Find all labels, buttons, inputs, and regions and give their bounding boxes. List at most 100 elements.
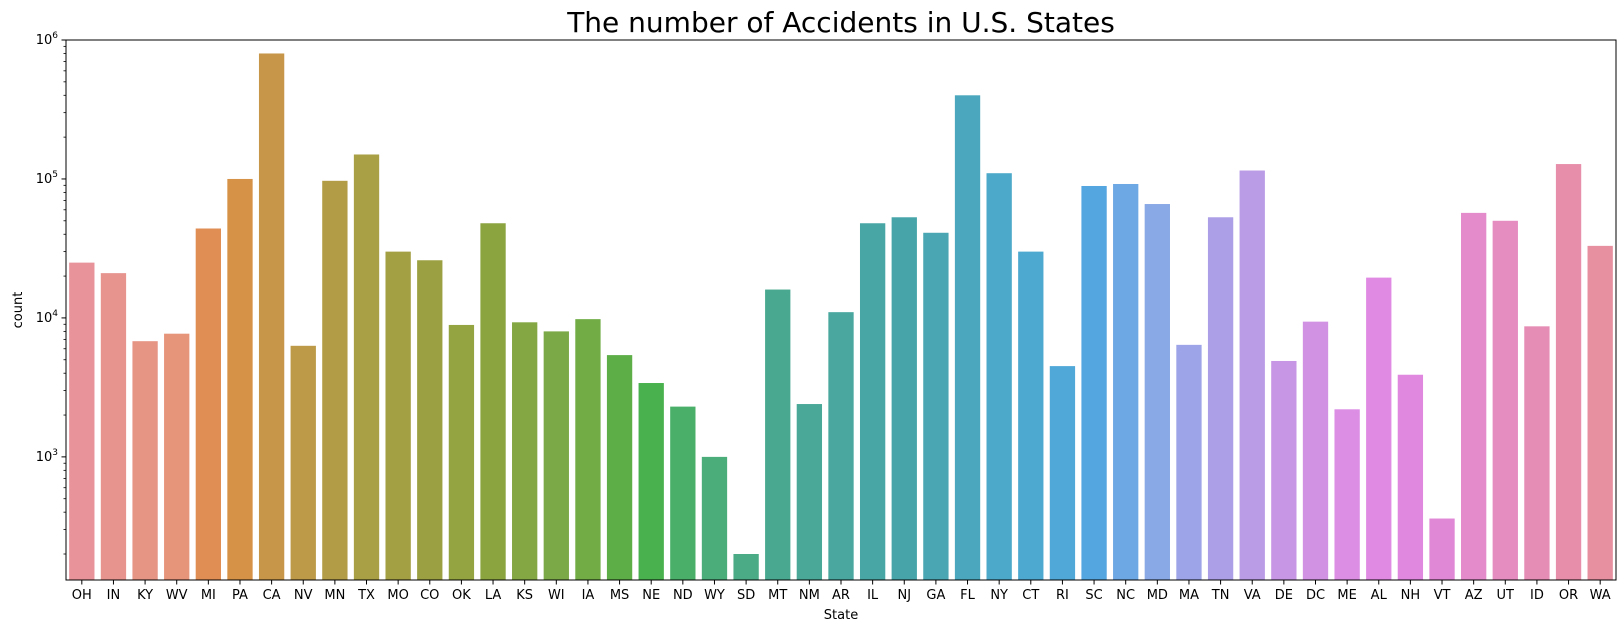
y-tick-label: 106 bbox=[36, 31, 59, 48]
bar-wv bbox=[164, 333, 190, 580]
x-tick-label: CA bbox=[263, 588, 281, 603]
x-tick-label: AL bbox=[1371, 588, 1388, 603]
bar-ny bbox=[986, 173, 1012, 580]
x-tick-label: GA bbox=[926, 588, 945, 603]
x-tick-label: VA bbox=[1244, 588, 1261, 603]
x-tick-label: NY bbox=[990, 588, 1008, 603]
x-tick-label: FL bbox=[960, 588, 975, 603]
x-tick-label: NH bbox=[1401, 588, 1421, 603]
x-tick-label: IN bbox=[107, 588, 121, 603]
y-axis-label: count bbox=[11, 292, 26, 329]
bar-nm bbox=[796, 404, 823, 580]
x-axis: OH IN KY WV MI PA CA NV MN TX MO CO OK LA KS WI IA MS NE ND… bbox=[72, 580, 1611, 603]
x-tick-label: SC bbox=[1085, 588, 1102, 603]
bar-fl bbox=[954, 95, 981, 581]
bar-ks bbox=[512, 322, 538, 580]
bars-group bbox=[69, 53, 1613, 581]
bar-nd bbox=[670, 406, 696, 580]
bar-ky bbox=[132, 341, 158, 580]
x-tick-label: NC bbox=[1116, 588, 1135, 603]
bar-ct bbox=[1018, 251, 1044, 580]
bar-nh bbox=[1397, 374, 1424, 580]
bar-va bbox=[1239, 170, 1265, 580]
x-tick-label: CT bbox=[1022, 588, 1039, 603]
bar-pa bbox=[227, 178, 253, 580]
bar-ok bbox=[448, 324, 475, 580]
x-tick-label: IL bbox=[867, 588, 879, 603]
bar-ut bbox=[1492, 220, 1518, 581]
x-tick-label: TX bbox=[357, 588, 375, 603]
bar-al bbox=[1366, 277, 1392, 580]
bar-id bbox=[1524, 326, 1550, 580]
bar-nv bbox=[290, 345, 316, 580]
bar-nc bbox=[1113, 183, 1139, 581]
x-tick-label: OR bbox=[1559, 588, 1578, 603]
x-tick-label: RI bbox=[1056, 588, 1069, 603]
x-tick-label: AR bbox=[832, 588, 850, 603]
bar-or bbox=[1555, 164, 1582, 580]
x-tick-label: UT bbox=[1497, 588, 1515, 603]
x-tick-label: ID bbox=[1530, 588, 1544, 603]
bar-tn bbox=[1207, 217, 1234, 580]
x-tick-label: KY bbox=[137, 588, 153, 603]
x-tick-label: OH bbox=[72, 588, 92, 603]
bar-me bbox=[1334, 409, 1360, 580]
bar-wa bbox=[1587, 245, 1613, 581]
x-tick-label: NV bbox=[294, 588, 313, 603]
bar-il bbox=[859, 223, 886, 580]
bar-mi bbox=[195, 228, 221, 580]
bar-ma bbox=[1176, 344, 1202, 580]
x-tick-label: DE bbox=[1275, 588, 1293, 603]
bar-la bbox=[480, 223, 506, 580]
y-tick-label: 104 bbox=[36, 309, 59, 326]
bar-mt bbox=[765, 289, 791, 580]
bar-sd bbox=[733, 554, 759, 580]
bar-ca bbox=[258, 53, 285, 581]
bar-ms bbox=[606, 355, 633, 580]
x-tick-label: KS bbox=[516, 588, 533, 603]
x-tick-label: SD bbox=[737, 588, 755, 603]
x-tick-label: MS bbox=[610, 588, 629, 603]
bar-in bbox=[100, 273, 127, 580]
bar-oh bbox=[69, 262, 95, 580]
bar-ia bbox=[575, 319, 601, 580]
x-tick-label: NJ bbox=[897, 588, 911, 603]
bar-wi bbox=[543, 331, 569, 580]
x-tick-label: CO bbox=[420, 588, 439, 603]
bar-az bbox=[1461, 212, 1487, 580]
x-tick-label: VT bbox=[1434, 588, 1451, 603]
y-tick-label: 105 bbox=[36, 170, 58, 187]
bar-mn bbox=[322, 180, 348, 581]
bar-md bbox=[1144, 204, 1170, 580]
x-tick-label: MI bbox=[201, 588, 216, 603]
x-tick-label: AZ bbox=[1465, 588, 1483, 603]
x-tick-label: IA bbox=[582, 588, 595, 603]
x-tick-label: OK bbox=[452, 588, 471, 603]
x-tick-label: ME bbox=[1337, 588, 1356, 603]
x-tick-label: PA bbox=[232, 588, 248, 603]
chart-title: The number of Accidents in U.S. States bbox=[566, 6, 1115, 39]
x-tick-label: TN bbox=[1211, 588, 1230, 603]
x-tick-label: WY bbox=[704, 588, 725, 603]
bar-ar bbox=[828, 312, 854, 580]
bar-vt bbox=[1429, 518, 1455, 580]
bar-tx bbox=[353, 154, 380, 581]
x-tick-label: WA bbox=[1590, 588, 1611, 603]
x-tick-label: MD bbox=[1147, 588, 1168, 603]
bar-co bbox=[417, 260, 443, 580]
x-tick-label: MT bbox=[768, 588, 787, 603]
x-tick-label: DC bbox=[1306, 588, 1325, 603]
bar-ga bbox=[923, 232, 949, 580]
y-tick-label: 103 bbox=[36, 448, 58, 465]
x-tick-label: MO bbox=[387, 588, 408, 603]
x-axis-label: State bbox=[824, 608, 858, 623]
bar-nj bbox=[891, 217, 917, 580]
x-tick-label: MN bbox=[324, 588, 345, 603]
bar-sc bbox=[1081, 185, 1107, 581]
x-tick-label: WV bbox=[166, 588, 188, 603]
y-axis: 103 104 105 106 bbox=[36, 31, 66, 555]
bar-mo bbox=[385, 251, 411, 580]
bar-ri bbox=[1049, 366, 1076, 580]
bar-de bbox=[1271, 360, 1297, 580]
